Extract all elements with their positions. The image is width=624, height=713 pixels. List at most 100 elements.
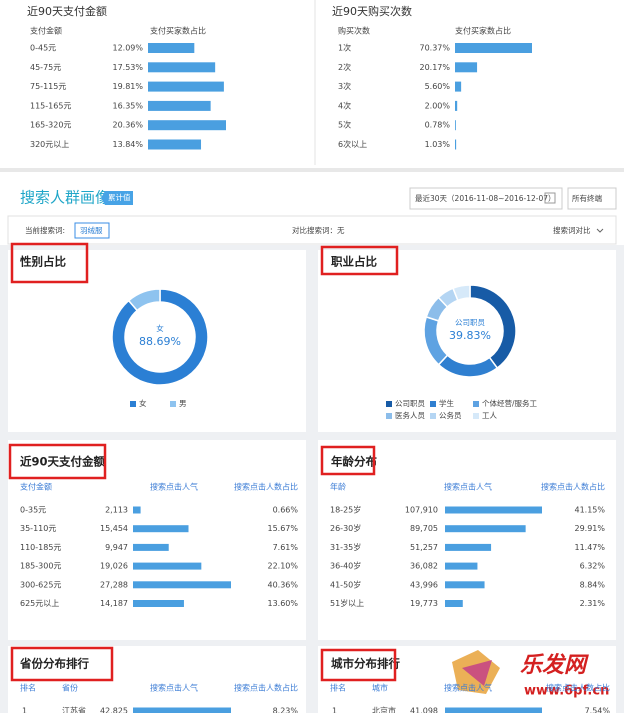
cell: 1 <box>22 707 27 713</box>
cell: 20.36% <box>112 121 143 130</box>
bar <box>445 543 492 551</box>
column-header: 城市 <box>372 683 388 693</box>
section-title: 近90天支付金额 <box>27 4 107 18</box>
cell: 19,773 <box>410 599 438 608</box>
center-label: 公司职员 <box>455 318 485 327</box>
cell: 75-115元 <box>30 82 66 91</box>
cell: 40.36% <box>267 580 298 589</box>
cell: 42,825 <box>100 707 128 713</box>
panel-title: 城市分布排行 <box>331 657 400 671</box>
column-header: 搜索点击人气 <box>150 683 198 693</box>
highlight-box <box>320 245 399 276</box>
section-title: 近90天购买次数 <box>332 4 412 18</box>
cell: 41,098 <box>410 707 438 713</box>
column-header: 排名 <box>330 683 346 693</box>
donut-segment <box>452 284 471 302</box>
term-tag[interactable] <box>74 222 110 239</box>
cell: 2.00% <box>425 101 451 110</box>
legend-swatch <box>170 401 176 407</box>
column-header: 支付买家数占比 <box>150 26 206 36</box>
date-picker[interactable] <box>409 187 563 210</box>
column-header: 搜索点击人气 <box>444 683 492 693</box>
cell: 51岁以上 <box>330 598 364 608</box>
bar <box>445 525 526 533</box>
cell: 13.84% <box>112 140 143 149</box>
cell: 2,113 <box>105 506 128 515</box>
compare-button[interactable]: 搜索词对比 <box>553 225 591 235</box>
bar <box>445 506 542 514</box>
cell: 6.32% <box>580 562 606 571</box>
panel-title: 职业占比 <box>331 255 377 269</box>
cell: 185-300元 <box>20 562 61 571</box>
column-header: 排名 <box>20 683 36 693</box>
cell: 5次 <box>338 120 351 130</box>
column-header: 支付金额 <box>30 26 62 36</box>
legend-label: 公务员 <box>439 410 462 420</box>
date-range: 最近30天（2016-11-08~2016-12-07） <box>415 193 556 203</box>
bar <box>133 543 169 551</box>
cell: 12.09% <box>112 44 143 53</box>
cell: 4次 <box>338 100 351 110</box>
cell: 20.17% <box>419 63 450 72</box>
cell: 1次 <box>338 43 351 53</box>
bar <box>455 139 457 150</box>
cell: 29.91% <box>574 524 605 533</box>
cell: 43,996 <box>410 580 438 589</box>
cell: 19.81% <box>112 82 143 91</box>
terminal-select[interactable] <box>567 187 617 210</box>
donut-segment <box>127 288 161 312</box>
bar <box>148 139 202 150</box>
cell: 13.60% <box>267 599 298 608</box>
cell: 6次以上 <box>338 139 367 149</box>
center-label: 女 <box>156 323 164 333</box>
watermark-brand: 乐发网 <box>520 652 589 678</box>
current-term: 羽绒服 <box>80 225 103 235</box>
column-header: 搜索点击人气 <box>150 482 198 492</box>
legend-label: 医务人员 <box>395 410 425 420</box>
cell: 41-50岁 <box>330 579 361 589</box>
cell: 19,026 <box>100 562 128 571</box>
column-header: 搜索点击人数占比 <box>546 683 610 693</box>
highlight-box <box>320 445 376 476</box>
cell: 0-45元 <box>30 44 56 53</box>
legend-label: 个体经营/服务工 <box>482 398 538 408</box>
cell: 0.66% <box>273 506 299 515</box>
column-header: 搜索点击人数占比 <box>234 683 298 693</box>
cell: 27,288 <box>100 580 128 589</box>
cell: 15,454 <box>100 524 128 533</box>
legend-swatch <box>473 401 479 407</box>
bar <box>445 562 478 570</box>
bar <box>455 43 532 53</box>
cell: 41.15% <box>574 506 605 515</box>
panel <box>318 250 616 432</box>
cell: 300-625元 <box>20 580 61 589</box>
chevron <box>596 228 604 233</box>
cell: 70.37% <box>419 44 450 53</box>
bar <box>133 562 202 570</box>
panel-title: 性别占比 <box>20 255 66 269</box>
bar <box>133 600 184 607</box>
compare-term: 对比搜索词：无 <box>292 225 345 235</box>
cell: 8.84% <box>580 580 606 589</box>
cell: 51,257 <box>410 543 438 552</box>
bar <box>133 525 189 533</box>
cell: 36-40岁 <box>330 561 361 571</box>
bar <box>445 707 542 713</box>
cell: 18-25岁 <box>330 505 361 515</box>
cell: 北京市 <box>372 706 396 713</box>
bar <box>133 707 231 713</box>
legend-swatch <box>430 413 436 419</box>
center-value: 88.69% <box>139 335 181 348</box>
column-header: 搜索点击人数占比 <box>234 482 298 492</box>
cell: 1 <box>332 707 337 713</box>
bar <box>148 100 211 111</box>
center-value: 39.83% <box>449 329 491 342</box>
panel-title: 近90天支付金额 <box>20 455 106 469</box>
cell: 36,082 <box>410 562 438 571</box>
legend-swatch <box>130 401 136 407</box>
watermark-url: www.6pf.cn <box>524 684 609 699</box>
legend-label: 工人 <box>482 411 497 420</box>
bar <box>148 120 226 131</box>
highlight-box <box>8 443 107 480</box>
